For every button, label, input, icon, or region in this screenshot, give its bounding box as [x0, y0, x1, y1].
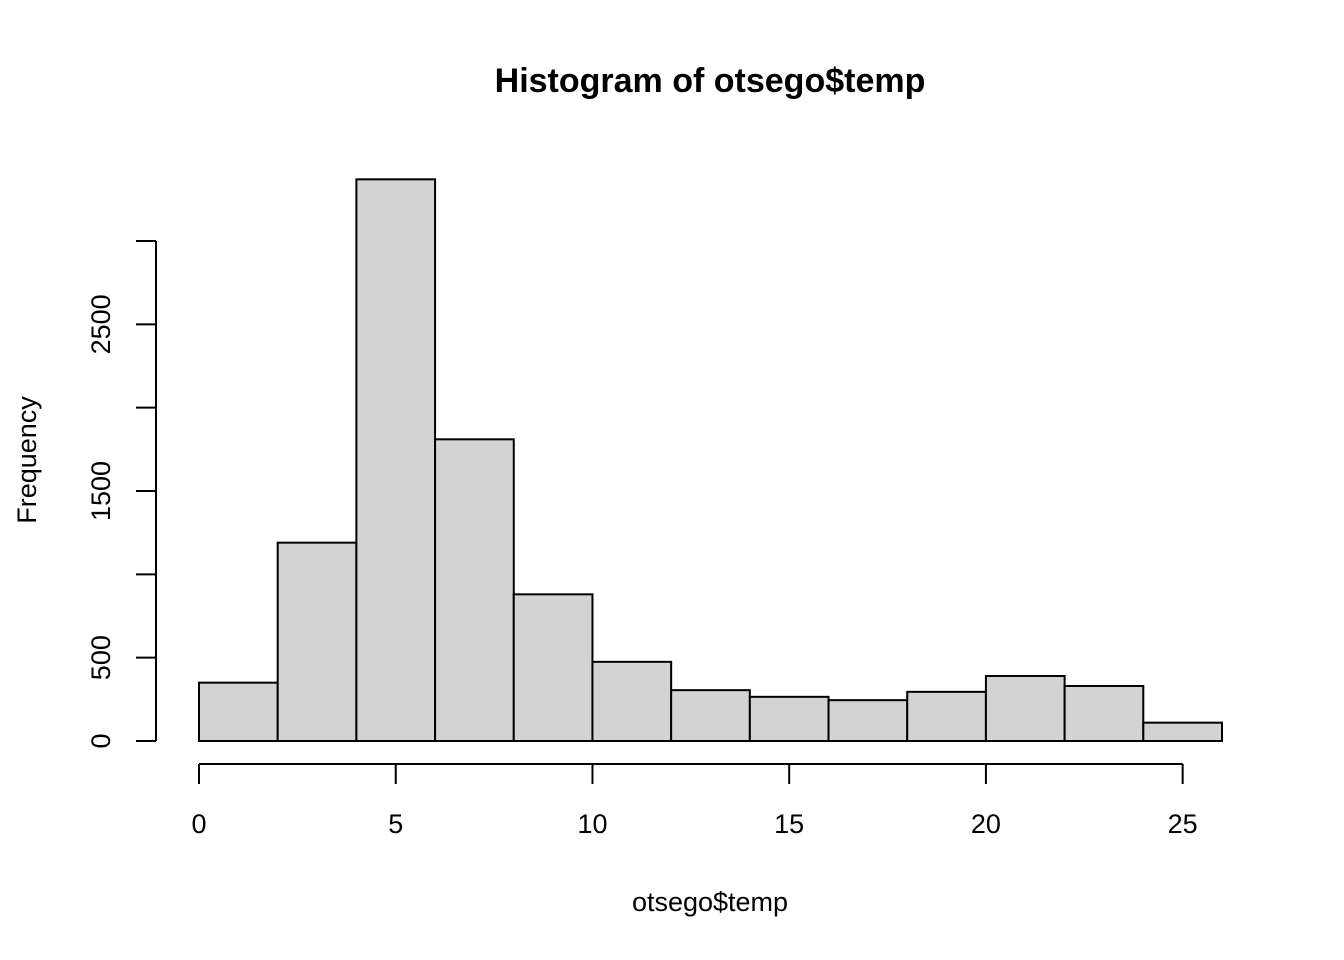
x-tick-label: 5	[388, 809, 403, 839]
y-tick-label: 0	[86, 733, 116, 748]
y-axis-label: Frequency	[12, 396, 42, 524]
histogram-bar	[748, 695, 830, 742]
histogram-bar	[355, 178, 437, 743]
histogram-bar	[1142, 721, 1224, 743]
x-tick-label: 10	[577, 809, 607, 839]
histogram-bar	[276, 541, 358, 743]
histogram-bar	[591, 660, 673, 742]
histogram-bar	[984, 675, 1066, 742]
bars-group	[198, 178, 1224, 743]
x-tick-label: 0	[191, 809, 206, 839]
histogram-bar	[1063, 685, 1145, 742]
x-axis-label: otsego$temp	[632, 887, 788, 917]
x-tick-label: 20	[971, 809, 1001, 839]
y-tick-label: 2500	[86, 294, 116, 354]
x-tick-label: 15	[774, 809, 804, 839]
histogram-bar	[512, 593, 594, 742]
histogram-bar	[906, 690, 987, 742]
chart-title: Histogram of otsego$temp	[495, 62, 926, 100]
x-axis: 0 5 10 15 20 25	[191, 763, 1198, 839]
x-tick-label: 25	[1168, 809, 1198, 839]
histogram-bar	[434, 438, 515, 742]
y-tick-label: 1500	[86, 461, 116, 521]
y-tick-label: 500	[86, 635, 116, 680]
histogram-bar	[198, 681, 279, 743]
histogram-bar	[827, 699, 909, 743]
y-axis: 0 500 1500 2500	[86, 240, 157, 749]
histogram-bar	[670, 689, 751, 743]
